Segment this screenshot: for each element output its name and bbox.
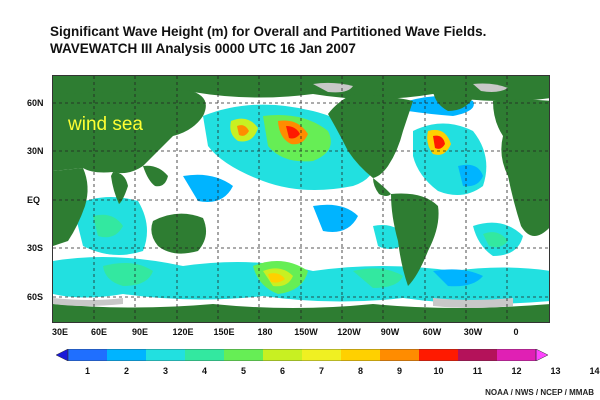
lat-label-60n: 60N (27, 98, 44, 108)
colorbar-label: 11 (472, 366, 483, 376)
colorbar-label: 14 (589, 366, 600, 376)
colorbar-segment (497, 349, 537, 361)
colorbar-label: 2 (123, 366, 130, 376)
lat-label-eq: EQ (27, 195, 41, 205)
lon-label-60w: 60W (422, 327, 442, 337)
lon-label-120w: 120W (337, 327, 361, 337)
colorbar-segment (107, 349, 147, 361)
map-title: Significant Wave Height (m) for Overall … (50, 24, 487, 39)
lon-label-90w: 90W (380, 327, 400, 337)
colorbar-label: 8 (357, 366, 364, 376)
lat-label-60s: 60S (27, 292, 44, 302)
map-canvas (53, 76, 549, 322)
lon-label-150e: 150E (213, 327, 235, 337)
colorbar-segment (458, 349, 498, 361)
colorbar-left-triangle (56, 349, 69, 361)
credit-line: NOAA / NWS / NCEP / MMAB (485, 388, 594, 397)
lon-label-120e: 120E (172, 327, 194, 337)
colorbar-segment (263, 349, 303, 361)
colorbar-segment (185, 349, 225, 361)
colorbar-label: 9 (396, 366, 403, 376)
colorbar-label: 12 (511, 366, 522, 376)
colorbar-right-triangle (535, 349, 548, 361)
colorbar-segment (68, 349, 108, 361)
grid-lines (53, 76, 549, 322)
lat-label-30n: 30N (27, 146, 44, 156)
colorbar-label: 5 (240, 366, 247, 376)
colorbar-border (67, 349, 537, 361)
colorbar-label: 3 (162, 366, 169, 376)
colorbar-segment (302, 349, 342, 361)
lon-label-60e: 60E (90, 327, 108, 337)
colorbar-label: 1 (84, 366, 91, 376)
lon-label-0: 0 (513, 327, 519, 337)
colorbar-label: 6 (279, 366, 286, 376)
lon-label-30e: 30E (51, 327, 69, 337)
colorbar (56, 349, 548, 361)
colorbar-segment (146, 349, 186, 361)
ice-regions (53, 82, 513, 308)
lat-label-30s: 30S (27, 243, 44, 253)
wind-sea-label: wind sea (68, 114, 143, 135)
lon-label-30w: 30W (463, 327, 483, 337)
map-subtitle: WAVEWATCH III Analysis 0000 UTC 16 Jan 2… (50, 41, 356, 56)
colorbar-segment (224, 349, 264, 361)
colorbar-label: 13 (550, 366, 561, 376)
lon-label-90e: 90E (131, 327, 149, 337)
colorbar-label: 4 (201, 366, 208, 376)
lon-label-180: 180 (257, 327, 273, 337)
colorbar-segment (380, 349, 420, 361)
colorbar-segment (419, 349, 459, 361)
lon-label-150w: 150W (294, 327, 318, 337)
colorbar-segment (341, 349, 381, 361)
colorbar-label: 10 (433, 366, 444, 376)
wave-height-map (52, 75, 550, 323)
colorbar-label: 7 (318, 366, 325, 376)
